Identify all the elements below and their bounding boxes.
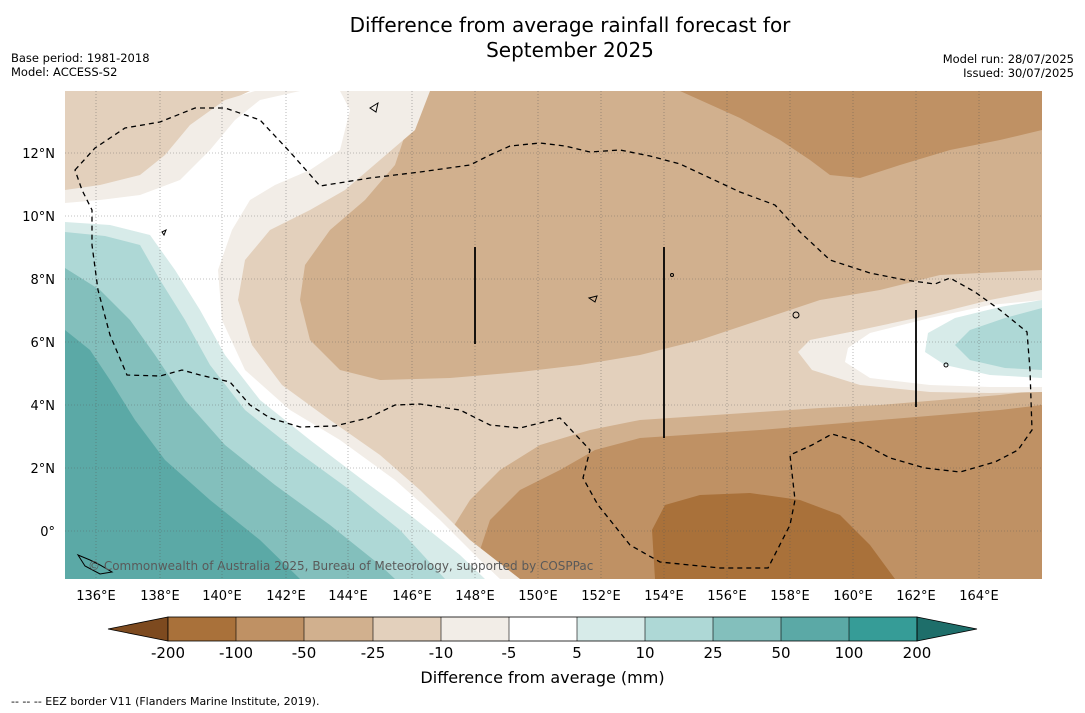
contour-fill xyxy=(65,91,1042,579)
lon-label: 142°E xyxy=(266,589,306,604)
colorbar-tick: 25 xyxy=(703,644,722,662)
colorbar-segment xyxy=(168,617,236,641)
lat-label: 10°N xyxy=(22,210,55,225)
lon-label: 136°E xyxy=(76,589,116,604)
band-minus100-north xyxy=(680,91,1042,178)
lon-label: 152°E xyxy=(581,589,621,604)
colorbar-tick: -10 xyxy=(429,644,454,662)
colorbar-tick: 100 xyxy=(835,644,864,662)
colorbar-extend-low xyxy=(107,616,169,642)
lon-label: 160°E xyxy=(833,589,873,604)
colorbar-tick: -5 xyxy=(502,644,517,662)
longitude-labels: 136°E 138°E 140°E 142°E 144°E 146°E 148°… xyxy=(76,589,999,604)
title-line-1: Difference from average rainfall forecas… xyxy=(349,13,791,37)
map-title: Difference from average rainfall forecas… xyxy=(270,13,870,63)
base-period-info: Base period: 1981-2018 Model: ACCESS-S2 xyxy=(11,51,150,79)
eez-footnote: -- -- -- EEZ border V11 (Flanders Marine… xyxy=(11,695,320,708)
lon-label: 156°E xyxy=(707,589,747,604)
band-10-east xyxy=(955,308,1042,370)
lon-label: 144°E xyxy=(328,589,368,604)
lat-label: 8°N xyxy=(31,273,56,288)
copyright-notice: © Commonwealth of Australia 2025, Bureau… xyxy=(88,559,593,573)
lon-label: 154°E xyxy=(644,589,684,604)
colorbar-label: Difference from average (mm) xyxy=(420,668,665,687)
islands xyxy=(76,101,949,575)
lon-label: 138°E xyxy=(140,589,180,604)
lon-label: 146°E xyxy=(392,589,432,604)
colorbar-segment xyxy=(713,617,781,641)
colorbar-tick: -100 xyxy=(219,644,253,662)
base-period: Base period: 1981-2018 xyxy=(11,51,150,65)
latitude-labels: 12°N 10°N 8°N 6°N 4°N 2°N 0° xyxy=(22,147,55,540)
colorbar-segment xyxy=(849,617,917,641)
colorbar: -200 -100 -50 -25 -10 -5 5 10 25 50 100 … xyxy=(107,616,978,662)
model-run: Model run: 28/07/2025 xyxy=(942,52,1074,66)
eez-borders xyxy=(74,107,1033,569)
colorbar-tick: 10 xyxy=(635,644,654,662)
lat-label: 12°N xyxy=(22,147,55,162)
colorbar-tick: -200 xyxy=(151,644,185,662)
colorbar-tick: 5 xyxy=(572,644,582,662)
colorbar-tick: 50 xyxy=(771,644,790,662)
colorbar-segment xyxy=(577,617,645,641)
colorbar-segment xyxy=(373,617,441,641)
colorbar-tick: -25 xyxy=(361,644,386,662)
colorbar-tick: 200 xyxy=(903,644,932,662)
lon-label: 164°E xyxy=(959,589,999,604)
lat-label: 6°N xyxy=(31,336,56,351)
band-minus10b-topleft xyxy=(65,91,300,203)
lat-label: 2°N xyxy=(31,462,56,477)
title-line-2: September 2025 xyxy=(486,38,654,62)
lon-label: 150°E xyxy=(518,589,558,604)
colorbar-tick: -50 xyxy=(292,644,317,662)
colorbar-frame xyxy=(167,616,918,642)
model-run-info: Model run: 28/07/2025 Issued: 30/07/2025 xyxy=(943,52,1074,80)
lat-label: 4°N xyxy=(31,399,56,414)
eez-palau-fsm-west xyxy=(74,107,1033,569)
colorbar-segment xyxy=(236,617,304,641)
model-name: Model: ACCESS-S2 xyxy=(11,65,118,79)
band-50-west xyxy=(65,330,300,579)
band-minus100-south xyxy=(480,405,1042,579)
colorbar-segment xyxy=(441,617,509,641)
issued-date: Issued: 30/07/2025 xyxy=(963,66,1074,80)
band-minus200-south xyxy=(652,493,895,579)
lon-label: 158°E xyxy=(770,589,810,604)
colorbar-segment xyxy=(509,617,577,641)
lon-label: 148°E xyxy=(455,589,495,604)
colorbar-segment xyxy=(645,617,713,641)
colorbar-segment xyxy=(304,617,373,641)
lat-label: 0° xyxy=(40,525,55,540)
colorbar-extend-high xyxy=(916,616,978,642)
region-dividers xyxy=(474,247,917,438)
colorbar-segment xyxy=(781,617,849,641)
lon-label: 140°E xyxy=(202,589,242,604)
lon-label: 162°E xyxy=(896,589,936,604)
